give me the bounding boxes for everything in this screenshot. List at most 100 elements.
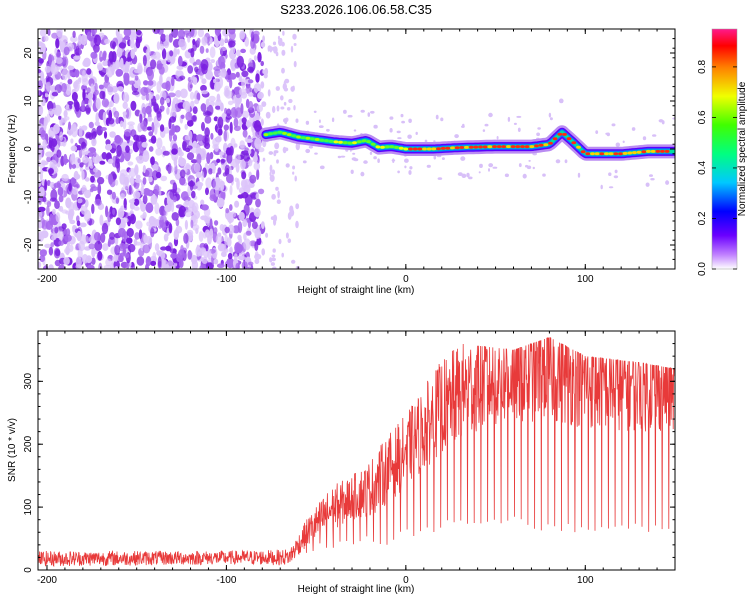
noise-blob	[229, 185, 233, 196]
noise-blob	[42, 139, 47, 150]
noise-blob	[81, 149, 85, 156]
noise-blob	[234, 200, 240, 208]
noise-blob	[248, 100, 254, 111]
noise-blob	[114, 134, 122, 144]
noise-blob	[152, 163, 159, 172]
noise-blob	[123, 179, 129, 191]
noise-blob	[484, 123, 489, 127]
noise-blob	[81, 184, 87, 195]
noise-blob	[63, 153, 68, 166]
noise-blob	[180, 88, 188, 99]
noise-blob	[55, 57, 63, 64]
noise-blob	[70, 35, 78, 43]
noise-blob	[81, 84, 88, 92]
noise-blob	[104, 38, 110, 45]
noise-blob	[159, 74, 163, 86]
noise-blob	[290, 45, 294, 53]
noise-blob	[73, 55, 81, 60]
noise-blob	[195, 171, 202, 179]
noise-blob	[258, 188, 265, 195]
noise-blob	[115, 217, 121, 226]
noise-blob	[200, 103, 207, 112]
noise-blob	[205, 98, 210, 107]
noise-blob	[229, 204, 233, 211]
noise-blob	[51, 235, 57, 241]
noise-blob	[81, 170, 85, 181]
spectrogram-y-label: Frequency (Hz)	[7, 115, 18, 184]
noise-blob	[202, 110, 211, 117]
noise-blob	[243, 232, 247, 241]
signal-peak	[338, 140, 343, 144]
noise-blob	[286, 107, 291, 111]
noise-blob	[255, 193, 260, 199]
noise-blob	[76, 220, 81, 227]
noise-blob	[272, 266, 277, 269]
noise-blob	[537, 127, 541, 130]
noise-blob	[224, 34, 228, 43]
noise-blob	[124, 129, 132, 137]
noise-blob	[132, 90, 140, 96]
noise-blob	[176, 127, 180, 132]
noise-blob	[255, 198, 261, 208]
noise-blob	[228, 40, 236, 48]
noise-blob	[189, 57, 195, 64]
noise-blob	[88, 243, 95, 250]
noise-blob	[67, 101, 74, 106]
noise-blob	[159, 215, 167, 224]
colorbar-label: Normalized spectral amplitude	[737, 81, 748, 216]
noise-blob	[38, 104, 44, 116]
noise-blob	[122, 111, 127, 116]
noise-blob	[532, 166, 535, 170]
noise-blob	[81, 141, 87, 149]
noise-blob	[415, 131, 418, 135]
noise-blob	[96, 176, 105, 185]
noise-blob	[129, 37, 135, 49]
noise-blob	[190, 47, 195, 58]
noise-blob	[437, 177, 443, 180]
noise-blob	[223, 144, 227, 152]
noise-blob	[305, 148, 311, 154]
noise-blob	[224, 164, 231, 175]
snr-axes: -200 -100 0 100 0 100 200 300	[23, 330, 676, 586]
noise-blob	[61, 82, 67, 93]
noise-blob	[57, 186, 64, 196]
noise-blob	[101, 98, 109, 108]
spectrogram-x-label: Height of straight line (km)	[298, 285, 415, 296]
signal-peak	[482, 145, 488, 149]
noise-blob	[42, 196, 47, 203]
noise-blob	[404, 165, 407, 169]
noise-blob	[61, 68, 68, 81]
noise-blob	[168, 33, 173, 43]
noise-blob	[128, 185, 132, 195]
noise-blob	[281, 49, 286, 56]
signal-peak	[394, 145, 399, 149]
noise-blob	[130, 129, 137, 138]
noise-blob	[219, 38, 225, 47]
noise-blob	[277, 190, 280, 199]
signal-peak	[664, 149, 670, 153]
noise-blob	[107, 240, 111, 248]
noise-blob	[152, 29, 160, 35]
noise-blob	[280, 95, 284, 101]
noise-blob	[156, 250, 163, 256]
noise-blob	[457, 172, 463, 177]
signal-peak	[366, 140, 371, 144]
noise-blob	[261, 221, 265, 230]
noise-blob	[184, 199, 189, 206]
noise-blob	[108, 51, 115, 63]
spectrogram-content	[38, 29, 675, 269]
noise-blob	[159, 43, 165, 51]
noise-blob	[168, 223, 173, 234]
noise-blob	[201, 78, 207, 85]
noise-blob	[272, 248, 276, 253]
noise-blob	[70, 138, 74, 144]
noise-blob	[82, 155, 89, 164]
signal-peak	[660, 149, 665, 153]
noise-blob	[233, 143, 238, 148]
noise-blob	[219, 151, 225, 156]
noise-blob	[271, 257, 276, 262]
noise-blob	[185, 111, 193, 122]
noise-blob	[156, 137, 163, 150]
noise-blob	[93, 151, 97, 158]
